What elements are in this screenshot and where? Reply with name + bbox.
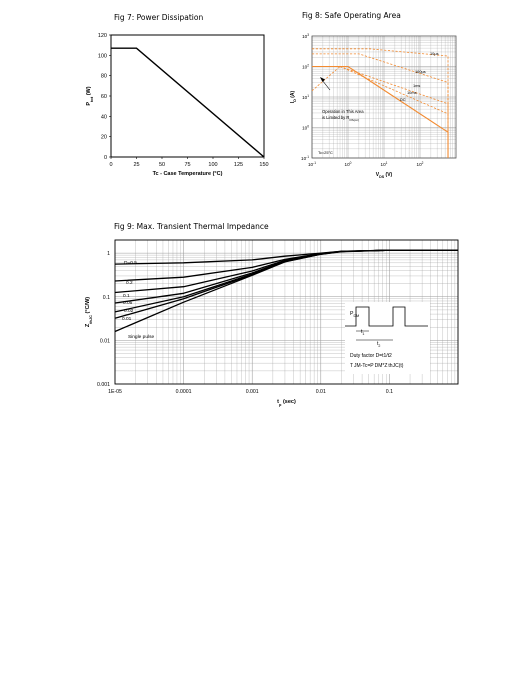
fig9-series-label: Single pulse: [128, 334, 154, 340]
fig9-series-label: 0.01: [122, 316, 132, 322]
fig8-curve-label: 100µs: [415, 69, 426, 74]
fig9-y-tick-label: 1: [107, 251, 110, 257]
fig7-x-tick-label: 100: [208, 162, 217, 168]
fig7-y-axis-label: Ptot (W): [86, 86, 94, 105]
fig8-x-axis-label: VDS (V): [376, 172, 393, 179]
fig8-annotation-line1: Operation in This Area: [322, 109, 364, 114]
fig8-y-tick-label: 103: [302, 33, 309, 39]
fig8-curve-label: 10ms: [407, 90, 417, 95]
fig9-inset-pdm: PDM: [350, 311, 359, 318]
fig7-title: Fig 7: Power Dissipation: [114, 13, 204, 22]
fig8-curve-label: DC: [400, 97, 406, 102]
fig9-inset-duty: Duty factor D=t1/t2: [350, 353, 392, 359]
fig8-y-tick-label: 102: [302, 64, 309, 70]
fig9-x-tick-label: 1E-05: [108, 389, 122, 395]
fig9-series-label: D=0.5: [124, 260, 137, 266]
fig8-soa-line: [339, 66, 449, 158]
fig7-y-tick-label: 0: [104, 155, 107, 161]
fig9-y-tick-label: 0.01: [100, 338, 110, 344]
fig8-grid: [311, 36, 456, 159]
fig9-plot-frame: [114, 239, 459, 385]
fig7-plot-frame: [110, 34, 265, 158]
fig9-curve: [114, 249, 458, 304]
fig8-annotation-arrowhead: [320, 77, 325, 82]
fig8-x-tick-label: 102: [417, 161, 424, 167]
fig9-y-tick-label: 0.001: [97, 382, 110, 388]
fig9-inset-t2: t2: [377, 341, 380, 348]
fig8-title: Fig 8: Safe Operating Area: [302, 11, 401, 20]
fig7-x-tick-label: 150: [259, 162, 268, 168]
fig9-curve: [114, 249, 458, 333]
fig9-x-tick-label: 0.1: [386, 389, 393, 395]
fig8-plot-frame: [311, 35, 457, 159]
fig9-curve: [114, 249, 458, 282]
fig8-soa-line: [312, 48, 449, 158]
fig8-y-tick-label: 100: [302, 125, 309, 131]
fig7-x-tick-label: 0: [109, 162, 112, 168]
fig7-x-tick-label: 50: [159, 162, 165, 168]
fig8-soa-line: [311, 66, 341, 92]
fig8-x-tick-label: 10-1: [308, 161, 316, 167]
fig9-series-label: 0.1: [123, 293, 130, 299]
fig7-y-tick-label: 80: [101, 74, 107, 80]
fig7-x-tick-label: 25: [133, 162, 139, 168]
fig7-y-tick-label: 20: [101, 135, 107, 141]
fig9-series-label: 0.05: [123, 300, 133, 306]
fig9-title: Fig 9: Max. Transient Thermal Impedance: [114, 222, 269, 231]
fig8-annotation-line2: is Limited by RDS(on): [322, 115, 359, 122]
fig8-y-tick-label: 10-1: [301, 155, 309, 161]
fig7-x-tick-label: 125: [234, 162, 243, 168]
fig8-soa-line: [312, 65, 449, 158]
fig9-inset-t1: t1: [361, 329, 364, 336]
fig9-x-tick-label: 0.001: [246, 389, 259, 395]
fig7-y-tick-label: 100: [98, 53, 107, 59]
fig9-x-axis-label: tp (sec): [277, 399, 296, 407]
fig7-y-tick-label: 40: [101, 114, 107, 120]
fig9-x-tick-label: 0.01: [316, 389, 326, 395]
fig9-inset-background: [345, 302, 430, 374]
fig9-series-label: 0.2: [126, 280, 133, 286]
fig8-tc-label: Tc=25°C: [318, 150, 333, 155]
fig9-y-axis-label: ZthJC (°C/W): [85, 297, 93, 327]
fig8-curve-label: 10µs: [430, 51, 439, 56]
fig7-x-axis-label: Tc - Case Temperature (°C): [153, 171, 223, 177]
fig8-curve-label: 1ms: [413, 83, 420, 88]
fig8-annotation-arrow: [321, 79, 331, 91]
fig8-soa-line: [339, 66, 449, 158]
fig8-y-axis-label: ID (A): [290, 91, 297, 104]
fig7-power-curve: [111, 47, 265, 158]
fig7-x-tick-label: 75: [184, 162, 190, 168]
fig8-x-tick-label: 100: [345, 161, 352, 167]
fig9-series-label: 0.02: [124, 308, 134, 314]
fig8-y-tick-label: 101: [302, 94, 309, 100]
fig7-y-tick-label: 120: [98, 33, 107, 39]
fig9-inset-pulse: [345, 306, 428, 327]
fig9-y-tick-label: 0.1: [103, 295, 110, 301]
fig7-y-tick-label: 60: [101, 94, 107, 100]
fig9-inset-formula: T JM-Tc=P DM*Z thJC(t): [350, 363, 404, 369]
fig8-soa-line: [312, 53, 449, 158]
fig8-x-tick-label: 101: [381, 161, 388, 167]
fig9-x-tick-label: 0.0001: [176, 389, 192, 395]
